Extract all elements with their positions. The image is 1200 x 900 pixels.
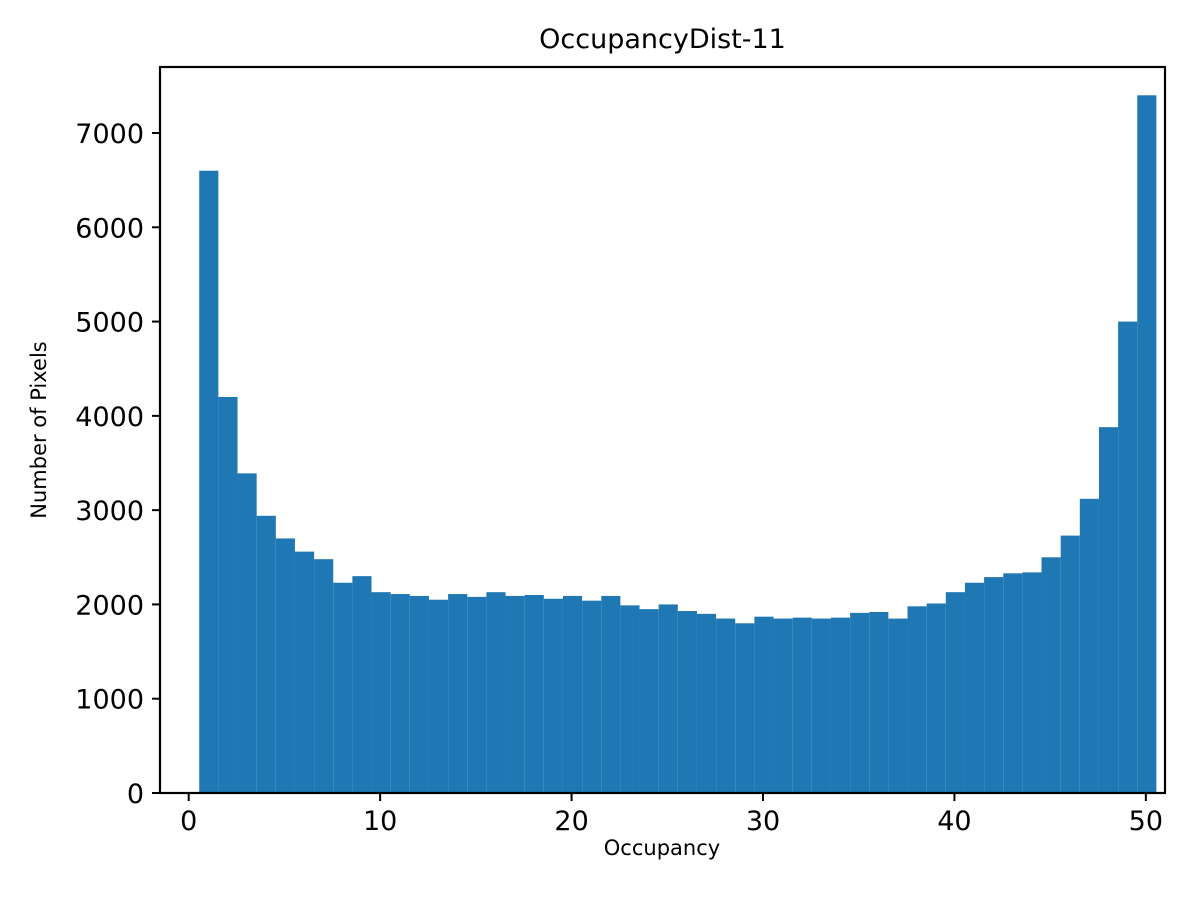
histogram-bar <box>620 605 640 793</box>
histogram-bar <box>1003 573 1023 793</box>
y-tick-label: 0 <box>127 779 144 810</box>
histogram-bar <box>256 515 276 793</box>
y-axis-ticks: 0 1000 2000 3000 4000 5000 6000 7000 <box>75 119 160 810</box>
histogram-bar <box>926 603 946 793</box>
histogram-bar <box>390 594 410 793</box>
x-tick-label: 10 <box>363 806 397 837</box>
histogram-bar <box>294 551 315 793</box>
histogram-bar <box>850 612 870 793</box>
histogram-bar <box>677 611 697 793</box>
histogram-bar <box>505 595 525 793</box>
histogram-bar <box>888 618 908 793</box>
y-tick-label: 7000 <box>75 119 144 150</box>
histogram-bar <box>792 617 812 793</box>
histogram-bar <box>582 600 602 793</box>
histogram-bar <box>716 618 736 793</box>
x-tick-label: 0 <box>180 806 197 837</box>
y-tick-label: 5000 <box>75 308 144 339</box>
histogram-bar <box>1041 557 1061 793</box>
histogram-bar <box>428 599 449 793</box>
histogram-bar <box>658 604 678 793</box>
histogram-bar <box>1022 572 1042 793</box>
histogram-bar <box>830 617 851 793</box>
histogram-bar <box>984 577 1004 793</box>
axes-frame <box>158 65 1167 795</box>
histogram-bar <box>1060 535 1080 793</box>
histogram-bar <box>333 582 353 793</box>
x-axis-label: Occupancy <box>604 836 720 860</box>
y-tick-label: 2000 <box>75 590 144 621</box>
histogram-bar <box>371 592 391 793</box>
histogram-bar <box>1079 498 1099 793</box>
y-tick-label: 1000 <box>75 685 144 716</box>
histogram-bar <box>237 473 257 793</box>
histogram-bar <box>601 595 621 793</box>
histogram-bar <box>1137 95 1157 794</box>
histogram-bar <box>1118 321 1138 793</box>
histogram-bar <box>467 596 487 793</box>
histogram-bar <box>218 397 238 793</box>
histogram-bar <box>409 595 429 793</box>
histogram-bar <box>754 616 774 793</box>
histogram-bars <box>199 95 1157 794</box>
histogram-bar <box>696 613 717 793</box>
histogram-bar <box>639 609 659 793</box>
histogram-bar <box>562 595 583 793</box>
histogram-bar <box>945 592 965 793</box>
histogram-bar <box>275 538 295 793</box>
page-title: OccupancyDist-11 <box>539 24 786 55</box>
histogram-bar <box>314 559 334 793</box>
histogram-bar <box>811 618 831 793</box>
x-tick-label: 20 <box>554 806 588 837</box>
y-tick-label: 3000 <box>75 496 144 527</box>
histogram-bar <box>448 594 468 793</box>
histogram-bar <box>964 582 985 793</box>
y-tick-label: 4000 <box>75 402 144 433</box>
y-axis-label: Number of Pixels <box>27 341 51 518</box>
histogram-bar <box>869 611 889 793</box>
histogram-bar <box>543 598 563 793</box>
histogram-bar <box>352 576 372 793</box>
histogram-bar <box>1098 427 1119 793</box>
histogram-bar <box>199 170 219 793</box>
x-tick-label: 30 <box>746 806 780 837</box>
y-tick-label: 6000 <box>75 213 144 244</box>
histogram-bar <box>524 595 544 793</box>
x-axis-ticks: 0 10 20 30 40 50 <box>180 793 1163 837</box>
histogram-bar <box>735 623 755 793</box>
histogram-bar <box>486 592 506 793</box>
histogram-bar <box>907 606 927 793</box>
x-tick-label: 40 <box>937 806 971 837</box>
x-tick-label: 50 <box>1129 806 1163 837</box>
histogram-bar <box>773 618 793 793</box>
